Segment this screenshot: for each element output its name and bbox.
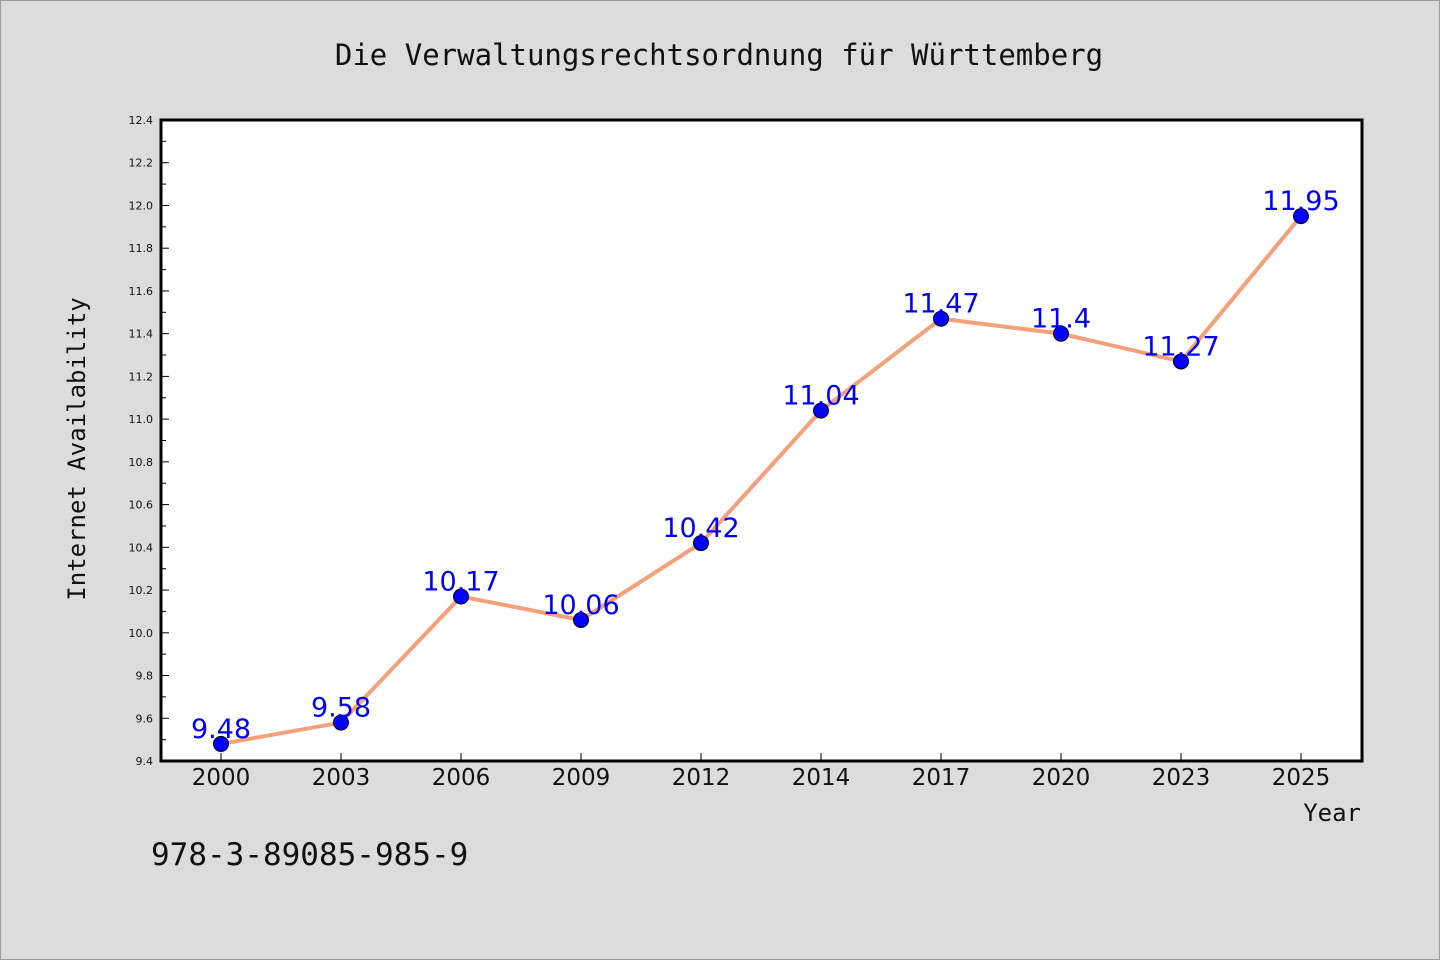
series — [213, 208, 1309, 752]
chart-title: Die Verwaltungsrechtsordnung für Württem… — [335, 38, 1103, 72]
y-tick-label: 10.4 — [129, 541, 154, 554]
data-point-label: 10.06 — [542, 590, 619, 621]
y-tick-label: 10.2 — [129, 584, 154, 597]
x-tick-label: 2012 — [672, 765, 731, 791]
y-tick-label: 11.4 — [129, 328, 154, 341]
y-tick-label: 12.2 — [129, 157, 154, 170]
x-tick-label: 2006 — [432, 765, 491, 791]
data-point-label: 11.4 — [1031, 304, 1091, 335]
x-axis-title: Year — [1303, 799, 1361, 827]
x-tick-label: 2014 — [792, 765, 851, 791]
x-tick-label: 2000 — [192, 765, 251, 791]
data-point-marker — [813, 402, 829, 419]
y-tick-label: 12.0 — [129, 199, 154, 212]
y-tick-label: 9.6 — [136, 712, 154, 725]
x-tick-label: 2025 — [1272, 765, 1331, 791]
y-tick-label: 9.8 — [136, 670, 154, 683]
data-point-marker — [1053, 325, 1069, 342]
y-tick-label: 11.0 — [129, 413, 154, 426]
plot-area — [159, 118, 1364, 763]
data-point-marker — [453, 588, 469, 605]
data-point-label: 11.27 — [1142, 331, 1219, 362]
y-axis-title: Internet Availability — [63, 297, 91, 600]
x-tick-label: 2009 — [552, 765, 611, 791]
y-tick-label: 10.8 — [129, 456, 154, 469]
y-tick-label: 11.2 — [129, 370, 154, 383]
data-point-marker — [573, 611, 589, 628]
series-line — [219, 214, 1303, 746]
x-axis-ticks: 2000 2003 2006 2009 2012 2014 2017 2020 2023 2025 — [192, 753, 1331, 791]
data-point-marker — [1293, 208, 1309, 225]
data-point-label: 11.95 — [1262, 186, 1339, 217]
data-point-label: 9.48 — [191, 714, 251, 745]
y-tick-label: 10.6 — [129, 499, 154, 512]
y-tick-label: 12.4 — [129, 114, 154, 127]
data-point-label: 10.42 — [662, 513, 739, 544]
x-tick-label: 2017 — [912, 765, 971, 791]
data-point-marker — [333, 714, 349, 731]
y-tick-label: 11.6 — [129, 285, 154, 298]
y-tick-label: 10.0 — [129, 627, 154, 640]
x-tick-label: 2023 — [1152, 765, 1211, 791]
data-labels: 9.48 9.58 10.17 10.06 10.42 11.04 11.47 11.4 11.… — [191, 186, 1340, 745]
data-point-marker — [933, 310, 949, 327]
x-tick-label: 2020 — [1032, 765, 1091, 791]
y-tick-label: 9.4 — [136, 755, 154, 768]
data-point-label: 11.04 — [782, 381, 859, 412]
y-tick-label: 11.8 — [129, 242, 154, 255]
isbn-code: 978-3-89085-985-9 — [151, 837, 468, 873]
data-point-label: 10.17 — [422, 566, 499, 597]
data-point-marker — [693, 535, 709, 552]
data-point-label: 9.58 — [311, 693, 371, 724]
y-axis-ticks: 9.4 9.6 9.8 10.0 10.2 10.4 10.6 10.8 11.0 11.2 11.… — [129, 114, 169, 768]
data-point-marker — [1173, 353, 1189, 370]
data-point-marker — [213, 735, 229, 752]
x-tick-label: 2003 — [312, 765, 371, 791]
data-point-label: 11.47 — [902, 289, 979, 320]
